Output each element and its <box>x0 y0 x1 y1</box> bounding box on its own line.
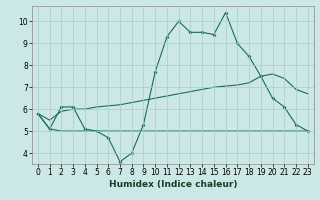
X-axis label: Humidex (Indice chaleur): Humidex (Indice chaleur) <box>108 180 237 189</box>
